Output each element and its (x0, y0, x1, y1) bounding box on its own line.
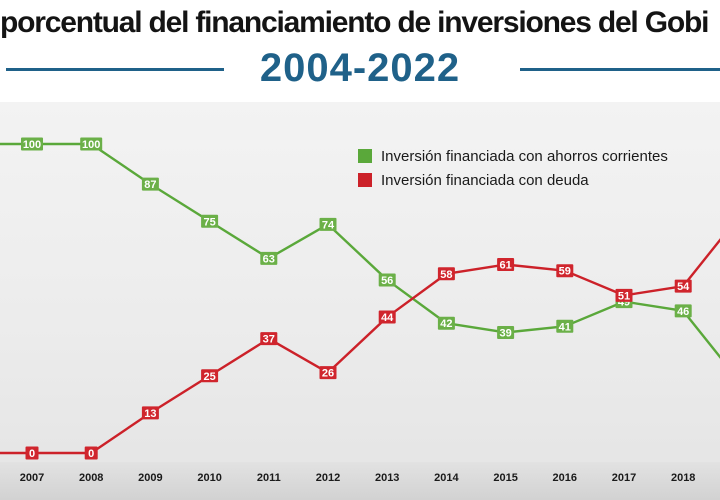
data-label-savings: 42 (440, 318, 452, 330)
data-label-savings: 74 (322, 219, 335, 231)
data-label-debt: 0 (88, 448, 94, 460)
x-tick-label: 2018 (671, 472, 695, 484)
data-point-savings (674, 304, 692, 318)
data-point-debt (674, 279, 692, 293)
x-tick-label: 2015 (493, 472, 517, 484)
legend-swatch-red (358, 173, 372, 187)
x-tick-label: 2010 (197, 472, 221, 484)
x-tick-label: 2011 (257, 472, 281, 484)
legend-label-savings: Inversión financiada con ahorros corrien… (381, 147, 668, 165)
series-line-debt (0, 238, 720, 455)
data-point-debt (497, 258, 515, 272)
x-tick-label: 2012 (316, 472, 340, 484)
data-point-savings (260, 251, 278, 265)
data-label-debt: 54 (677, 281, 690, 293)
data-label-debt: 59 (559, 266, 571, 278)
x-tick-label: 2008 (79, 472, 103, 484)
data-point-debt (260, 332, 278, 346)
x-tick-label: 2016 (553, 472, 577, 484)
legend-item-debt: Inversión financiada con deuda (358, 168, 668, 192)
legend-label-debt: Inversión financiada con deuda (381, 171, 589, 189)
data-label-savings: 87 (144, 179, 156, 191)
data-point-debt (201, 369, 219, 383)
data-label-debt: 0 (29, 448, 35, 460)
data-label-debt: 25 (203, 371, 215, 383)
x-tick-label: 2014 (434, 472, 459, 484)
data-point-debt (378, 310, 396, 324)
data-point-savings (497, 325, 515, 339)
data-label-debt: 44 (381, 312, 394, 324)
legend: Inversión financiada con ahorros corrien… (358, 144, 668, 192)
data-point-savings (319, 217, 337, 231)
data-point-savings (80, 137, 103, 151)
chart-title: porcentual del financiamiento de inversi… (0, 6, 709, 39)
data-point-savings (201, 214, 219, 228)
data-label-debt: 58 (440, 269, 452, 281)
chart-header: porcentual del financiamiento de inversi… (0, 0, 720, 100)
chart-years: 2004-2022 (259, 46, 461, 90)
data-label-debt: 26 (322, 368, 334, 380)
data-label-savings: 100 (82, 139, 100, 151)
data-point-savings (141, 177, 159, 191)
data-point-debt (84, 446, 98, 460)
data-label-savings: 39 (499, 327, 511, 339)
data-label-savings: 41 (559, 321, 571, 333)
data-point-savings (21, 137, 43, 151)
data-point-debt (25, 446, 39, 460)
x-tick-label: 2009 (138, 472, 162, 484)
title-rule-right (520, 68, 720, 71)
data-label-debt: 37 (263, 334, 275, 346)
x-tick-label: 2017 (612, 472, 636, 484)
series-line-savings (0, 142, 720, 359)
data-label-savings: 46 (677, 306, 689, 318)
data-point-savings (556, 319, 574, 333)
axis-band (0, 462, 720, 500)
data-point-debt (141, 406, 159, 420)
legend-swatch-green (358, 149, 372, 163)
data-point-debt (556, 264, 574, 278)
title-rule-left (6, 68, 224, 71)
data-point-savings (437, 316, 455, 330)
data-label-savings: 75 (203, 216, 215, 228)
data-point-debt (437, 267, 455, 281)
data-label-savings: 56 (381, 275, 393, 287)
data-label-debt: 51 (618, 290, 630, 302)
data-point-debt (319, 366, 337, 380)
data-label-debt: 13 (144, 408, 156, 420)
x-tick-label: 2013 (375, 472, 399, 484)
data-label-savings: 100 (23, 139, 41, 151)
data-label-debt: 61 (499, 260, 511, 272)
data-point-savings (378, 273, 396, 287)
data-label-savings: 63 (263, 253, 275, 265)
x-tick-label: 2007 (20, 472, 44, 484)
legend-item-savings: Inversión financiada con ahorros corrien… (358, 144, 668, 168)
data-point-debt (615, 288, 633, 302)
